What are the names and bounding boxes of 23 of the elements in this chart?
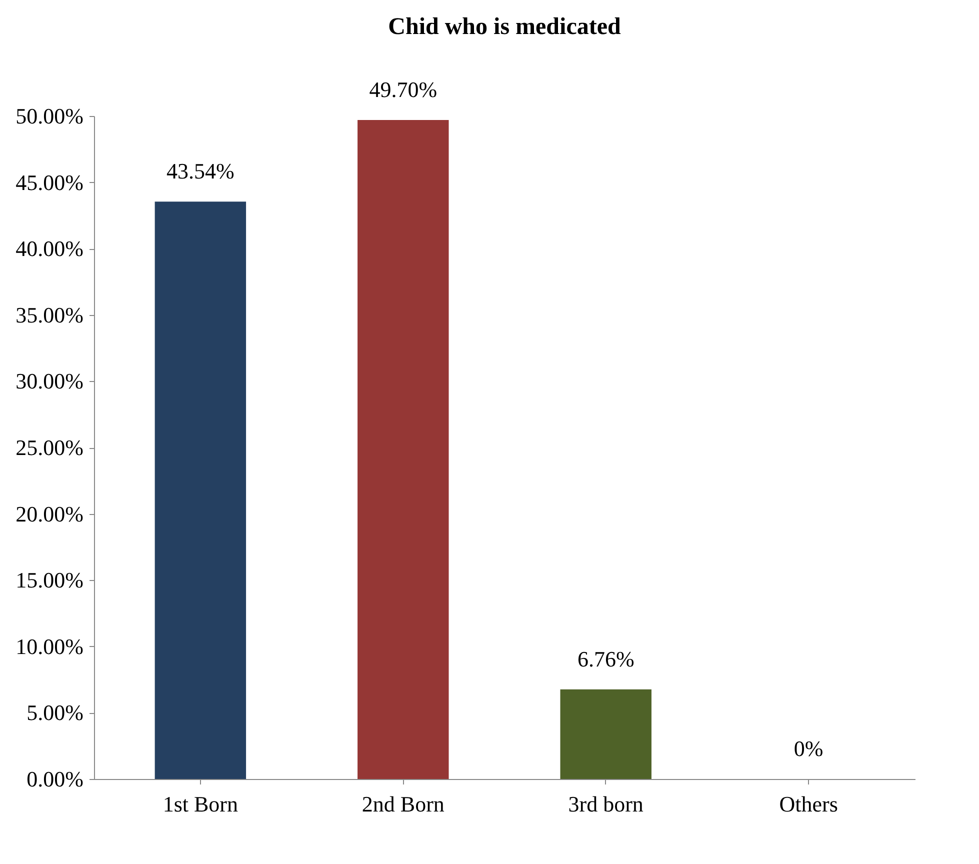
y-tick-label: 5.00% xyxy=(26,700,84,726)
y-tick-label: 25.00% xyxy=(16,435,84,460)
y-tick-label: 15.00% xyxy=(16,568,84,593)
data-label: 0% xyxy=(794,736,824,761)
data-label: 6.76% xyxy=(577,646,634,672)
x-tick-label: 3rd born xyxy=(568,792,644,816)
bar xyxy=(154,202,246,779)
chart-title: Chid who is medicated xyxy=(388,14,622,40)
data-label: 43.54% xyxy=(166,158,234,184)
y-tick-label: 10.00% xyxy=(16,634,84,659)
y-tick-label: 50.00% xyxy=(16,104,84,128)
x-tick-label: Others xyxy=(779,792,838,816)
y-tick-label: 40.00% xyxy=(16,236,84,262)
x-tick-label: 2nd Born xyxy=(362,792,444,816)
bar xyxy=(560,689,652,779)
y-tick-label: 35.00% xyxy=(16,302,84,328)
y-tick-label: 0.00% xyxy=(26,766,84,792)
data-label: 49.70% xyxy=(369,76,438,102)
bar xyxy=(358,120,449,779)
y-tick-label: 20.00% xyxy=(16,501,84,526)
y-tick-label: 30.00% xyxy=(16,368,84,394)
y-tick-label: 45.00% xyxy=(16,170,84,195)
x-tick-label: 1st Born xyxy=(162,792,238,816)
